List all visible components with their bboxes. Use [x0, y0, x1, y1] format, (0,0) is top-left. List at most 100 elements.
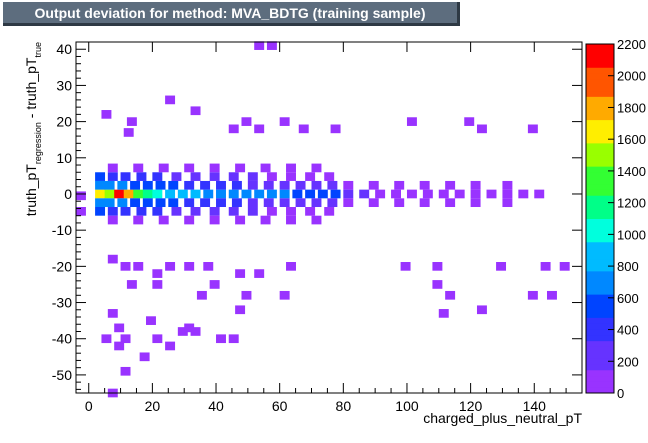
- colorbar-band: [586, 154, 614, 161]
- colorbar-tick-label: 1600: [617, 132, 646, 147]
- colorbar-tick-label: 1400: [617, 164, 646, 179]
- heatmap-cell: [527, 124, 538, 134]
- colorbar-band: [586, 49, 614, 57]
- heatmap-cell: [527, 290, 538, 300]
- x-tick-label: 60: [272, 398, 288, 414]
- heatmap-cell: [295, 180, 306, 190]
- heatmap-cell: [117, 198, 128, 208]
- heatmap-cell: [133, 189, 144, 199]
- colorbar-band: [586, 346, 614, 353]
- heatmap-cell: [327, 198, 338, 208]
- colorbar-band: [586, 113, 614, 121]
- heatmap-cell: [184, 323, 195, 333]
- heatmap-cell: [391, 189, 402, 199]
- heatmap-cell: [419, 198, 430, 208]
- heatmap-cell: [165, 189, 176, 199]
- heatmap-cell: [559, 262, 570, 271]
- colorbar-band: [586, 340, 614, 347]
- heatmap-cell: [327, 180, 338, 190]
- heatmap-cell: [286, 262, 296, 271]
- colorbar-tick-label: 1200: [617, 196, 646, 211]
- y-tick-label: 30: [56, 77, 72, 93]
- heatmap-cell: [120, 262, 131, 271]
- heatmap-cell: [235, 163, 246, 173]
- colorbar-tick-label: 1800: [617, 100, 646, 115]
- colorbar-band: [586, 142, 614, 150]
- heatmap-cell: [343, 198, 354, 208]
- colorbar-tick-label: 800: [617, 259, 639, 274]
- colorbar-band: [586, 90, 614, 97]
- heatmap-cell: [165, 95, 176, 105]
- heatmap-cell: [126, 117, 137, 126]
- heatmap-cell: [432, 262, 443, 271]
- heatmap-cell: [254, 269, 265, 278]
- heatmap-cell: [324, 172, 335, 181]
- y-tick-label: -50: [52, 367, 72, 383]
- heatmap-cell: [216, 180, 226, 190]
- heatmap-cell: [209, 215, 220, 225]
- heatmap-cell: [123, 128, 134, 137]
- x-tick-label: 120: [459, 398, 483, 414]
- y-tick-label: 0: [64, 186, 72, 202]
- heatmap-cell: [343, 180, 354, 190]
- heatmap-cell: [317, 189, 328, 199]
- colorbar-band: [586, 358, 614, 365]
- heatmap-cell: [209, 207, 220, 216]
- heatmap-cell: [203, 189, 214, 199]
- heatmap-cell: [168, 180, 179, 190]
- colorbar-tick-label: 2200: [617, 37, 646, 52]
- colorbar-band: [586, 137, 614, 144]
- heatmap-cell: [502, 180, 513, 190]
- heatmap-cell: [107, 163, 118, 173]
- heatmap-cell: [104, 198, 115, 208]
- heatmap-cell: [152, 334, 163, 344]
- heatmap-cell: [247, 207, 258, 216]
- y-tick-label: 10: [56, 150, 72, 166]
- heatmap-cell: [279, 180, 290, 190]
- heatmap-cell: [101, 334, 112, 344]
- colorbar-band: [586, 119, 614, 126]
- colorbar-band: [586, 323, 614, 330]
- heatmap-cell: [486, 189, 497, 199]
- y-tick-label: -40: [52, 331, 72, 347]
- colorbar-band: [586, 148, 614, 156]
- heatmap-cell: [190, 207, 201, 216]
- heatmap-cell: [177, 189, 188, 199]
- heatmap-cell: [130, 198, 141, 208]
- heatmap-cell: [464, 117, 475, 126]
- heatmap-cell: [228, 189, 239, 199]
- heatmap-cell: [203, 262, 214, 271]
- heatmap-cell: [266, 41, 277, 50]
- heatmap-cell: [209, 280, 220, 289]
- heatmap-cell: [324, 207, 335, 216]
- colorbar-band: [586, 363, 614, 371]
- heatmap-cell: [190, 327, 201, 336]
- colorbar-band: [586, 247, 614, 254]
- heatmap-cell: [254, 41, 265, 50]
- x-axis-label: charged_plus_neutral_pT: [423, 410, 582, 426]
- heatmap-cell: [95, 189, 106, 199]
- heatmap-cell: [279, 198, 290, 208]
- heatmap-cell: [101, 110, 112, 119]
- heatmap-cell: [254, 124, 265, 134]
- heatmap-cell: [216, 198, 226, 208]
- colorbar-tick-label: 400: [617, 323, 639, 338]
- heatmap-cell: [184, 180, 195, 190]
- heatmap-cell: [266, 207, 277, 216]
- heatmap-cell: [130, 180, 141, 190]
- colorbar-band: [586, 259, 614, 266]
- heatmap-cell: [107, 172, 118, 181]
- heatmap-cell: [254, 189, 265, 199]
- heatmap-cell: [216, 189, 226, 199]
- heatmap-cell: [235, 305, 246, 315]
- heatmap-cell: [406, 117, 417, 126]
- heatmap-cell: [165, 341, 176, 351]
- heatmap-cell: [184, 215, 195, 225]
- heatmap-cell: [496, 262, 507, 271]
- colorbar-band: [586, 55, 614, 62]
- colorbar-band: [586, 282, 614, 289]
- heatmap-cell: [286, 215, 296, 225]
- heatmap-cell: [114, 341, 125, 351]
- colorbar-band: [586, 44, 614, 51]
- heatmap-cell: [286, 163, 296, 173]
